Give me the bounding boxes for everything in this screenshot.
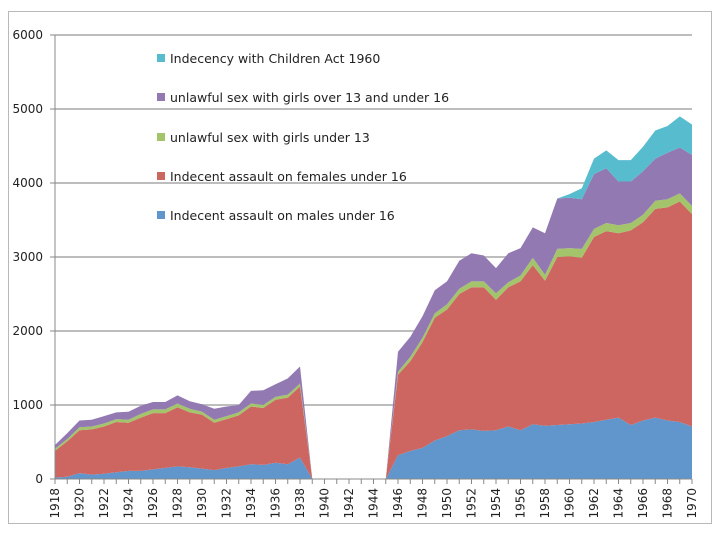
legend-label: unlawful sex with girls under 13 bbox=[170, 129, 370, 145]
legend-item-indecency-act: Indecency with Children Act 1960 bbox=[157, 50, 380, 66]
x-axis-tick-labels: 1918 1920 1922 1924 1926 1928 1930 1932 1934 1936… bbox=[48, 488, 699, 519]
area-indecent-assault-on-females-under-16 bbox=[55, 201, 692, 479]
legend-swatch-icon bbox=[157, 172, 165, 180]
legend-swatch-icon bbox=[157, 133, 165, 141]
y-tick-label: 0 bbox=[35, 472, 43, 486]
x-tick-label: 1956 bbox=[514, 488, 528, 519]
legend-item-girls-under-13: unlawful sex with girls under 13 bbox=[157, 129, 370, 145]
x-tick-label: 1968 bbox=[661, 488, 675, 519]
x-tick-label: 1928 bbox=[171, 488, 185, 519]
y-tick-label: 2000 bbox=[12, 324, 43, 338]
legend-swatch-icon bbox=[157, 54, 165, 62]
x-tick-label: 1944 bbox=[367, 488, 381, 519]
x-tick-label: 1962 bbox=[587, 488, 601, 519]
area-unlawful-sex-with-girls-over-13-and-under-16 bbox=[55, 147, 692, 479]
legend-label: unlawful sex with girls over 13 and unde… bbox=[170, 89, 450, 105]
x-tick-label: 1960 bbox=[563, 488, 577, 519]
x-tick-label: 1954 bbox=[489, 488, 503, 519]
legend-label: Indecent assault on males under 16 bbox=[170, 207, 395, 223]
x-tick-label: 1952 bbox=[465, 488, 479, 519]
y-tick-label: 3000 bbox=[12, 250, 43, 264]
x-tick-label: 1932 bbox=[220, 488, 234, 519]
x-tick-label: 1934 bbox=[244, 488, 258, 519]
x-tick-label: 1940 bbox=[318, 488, 332, 519]
x-tick-label: 1966 bbox=[636, 488, 650, 519]
x-tick-label: 1924 bbox=[122, 488, 136, 519]
y-axis-tick-labels: 0 1000 2000 3000 4000 5000 6000 bbox=[12, 28, 43, 486]
x-tick-label: 1946 bbox=[391, 488, 405, 519]
x-tick-label: 1922 bbox=[97, 488, 111, 519]
x-tick-label: 1948 bbox=[416, 488, 430, 519]
area-unlawful-sex-with-girls-under-13 bbox=[55, 193, 692, 479]
x-tick-label: 1964 bbox=[612, 488, 626, 519]
legend-item-females-under-16: Indecent assault on females under 16 bbox=[157, 168, 407, 184]
x-tick-label: 1936 bbox=[269, 488, 283, 519]
y-tick-label: 1000 bbox=[12, 398, 43, 412]
legend-item-girls-13-16: unlawful sex with girls over 13 and unde… bbox=[157, 89, 449, 105]
x-tick-label: 1918 bbox=[48, 488, 62, 519]
legend-label: Indecent assault on females under 16 bbox=[170, 168, 407, 184]
area-series bbox=[55, 116, 692, 480]
legend-label: Indecency with Children Act 1960 bbox=[170, 50, 381, 66]
x-tick-label: 1930 bbox=[195, 488, 209, 519]
x-tick-label: 1926 bbox=[146, 488, 160, 519]
x-tick-label: 1970 bbox=[685, 488, 699, 519]
y-tick-label: 6000 bbox=[12, 28, 43, 42]
x-tick-label: 1942 bbox=[342, 488, 356, 519]
x-tick-label: 1920 bbox=[73, 488, 87, 519]
x-tick-label: 1938 bbox=[293, 488, 307, 519]
legend-item-males-under-16: Indecent assault on males under 16 bbox=[157, 207, 395, 223]
area-indecent-assault-on-males-under-16 bbox=[55, 417, 692, 479]
axes bbox=[50, 34, 693, 484]
legend-swatch-icon bbox=[157, 93, 165, 101]
x-tick-label: 1958 bbox=[538, 488, 552, 519]
legend-swatch-icon bbox=[157, 211, 165, 219]
y-tick-label: 4000 bbox=[12, 176, 43, 190]
y-tick-label: 5000 bbox=[12, 102, 43, 116]
x-tick-label: 1950 bbox=[440, 488, 454, 519]
